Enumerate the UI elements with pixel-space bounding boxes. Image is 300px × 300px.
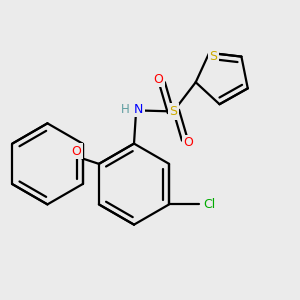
Text: O: O — [183, 136, 193, 149]
Text: Cl: Cl — [203, 198, 215, 211]
Text: O: O — [154, 73, 164, 85]
Text: N: N — [134, 103, 143, 116]
Text: S: S — [209, 50, 217, 62]
Text: S: S — [169, 105, 177, 118]
Text: O: O — [72, 145, 82, 158]
Text: H: H — [121, 103, 130, 116]
